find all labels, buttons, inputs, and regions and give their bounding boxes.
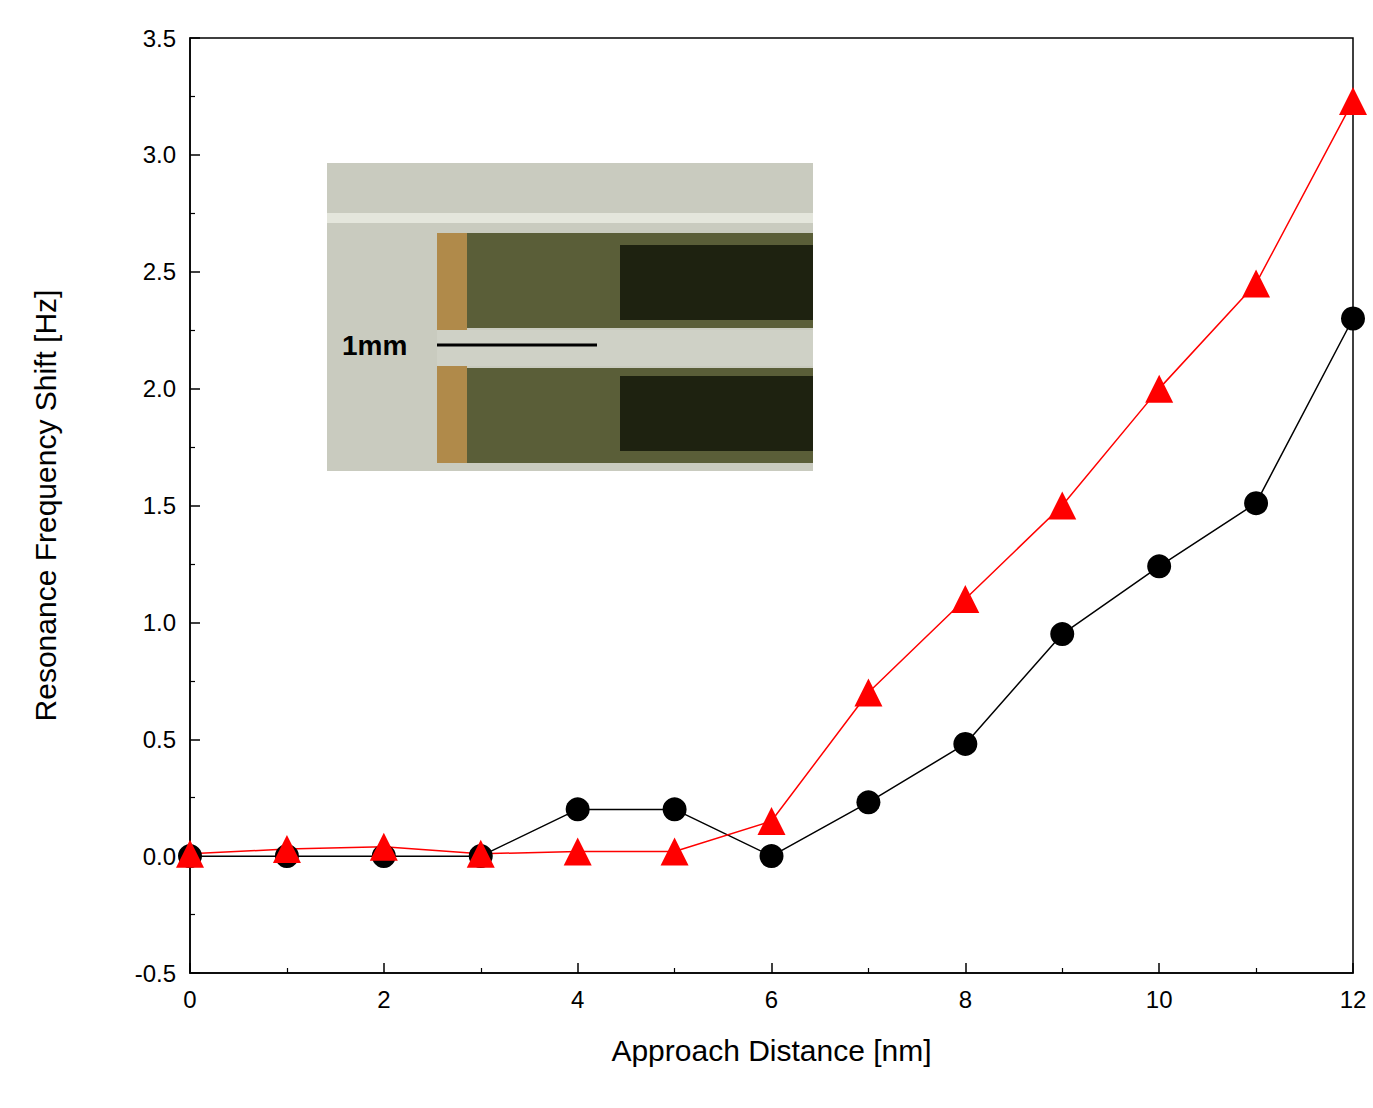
svg-text:2.5: 2.5 xyxy=(143,258,176,285)
svg-text:0.5: 0.5 xyxy=(143,726,176,753)
svg-text:3.5: 3.5 xyxy=(143,25,176,52)
svg-text:12: 12 xyxy=(1340,986,1367,1013)
svg-text:1.0: 1.0 xyxy=(143,609,176,636)
svg-text:Resonance Frequency Shift [Hz]: Resonance Frequency Shift [Hz] xyxy=(29,290,62,722)
svg-text:3.0: 3.0 xyxy=(143,141,176,168)
svg-text:4: 4 xyxy=(571,986,584,1013)
svg-text:8: 8 xyxy=(959,986,972,1013)
svg-text:2.0: 2.0 xyxy=(143,375,176,402)
svg-text:Approach Distance [nm]: Approach Distance [nm] xyxy=(611,1034,931,1067)
svg-text:6: 6 xyxy=(765,986,778,1013)
svg-text:10: 10 xyxy=(1146,986,1173,1013)
svg-text:1mm: 1mm xyxy=(342,330,407,361)
svg-text:-0.5: -0.5 xyxy=(135,960,176,987)
svg-text:1.5: 1.5 xyxy=(143,492,176,519)
svg-text:2: 2 xyxy=(377,986,390,1013)
svg-text:0.0: 0.0 xyxy=(143,843,176,870)
svg-text:0: 0 xyxy=(183,986,196,1013)
